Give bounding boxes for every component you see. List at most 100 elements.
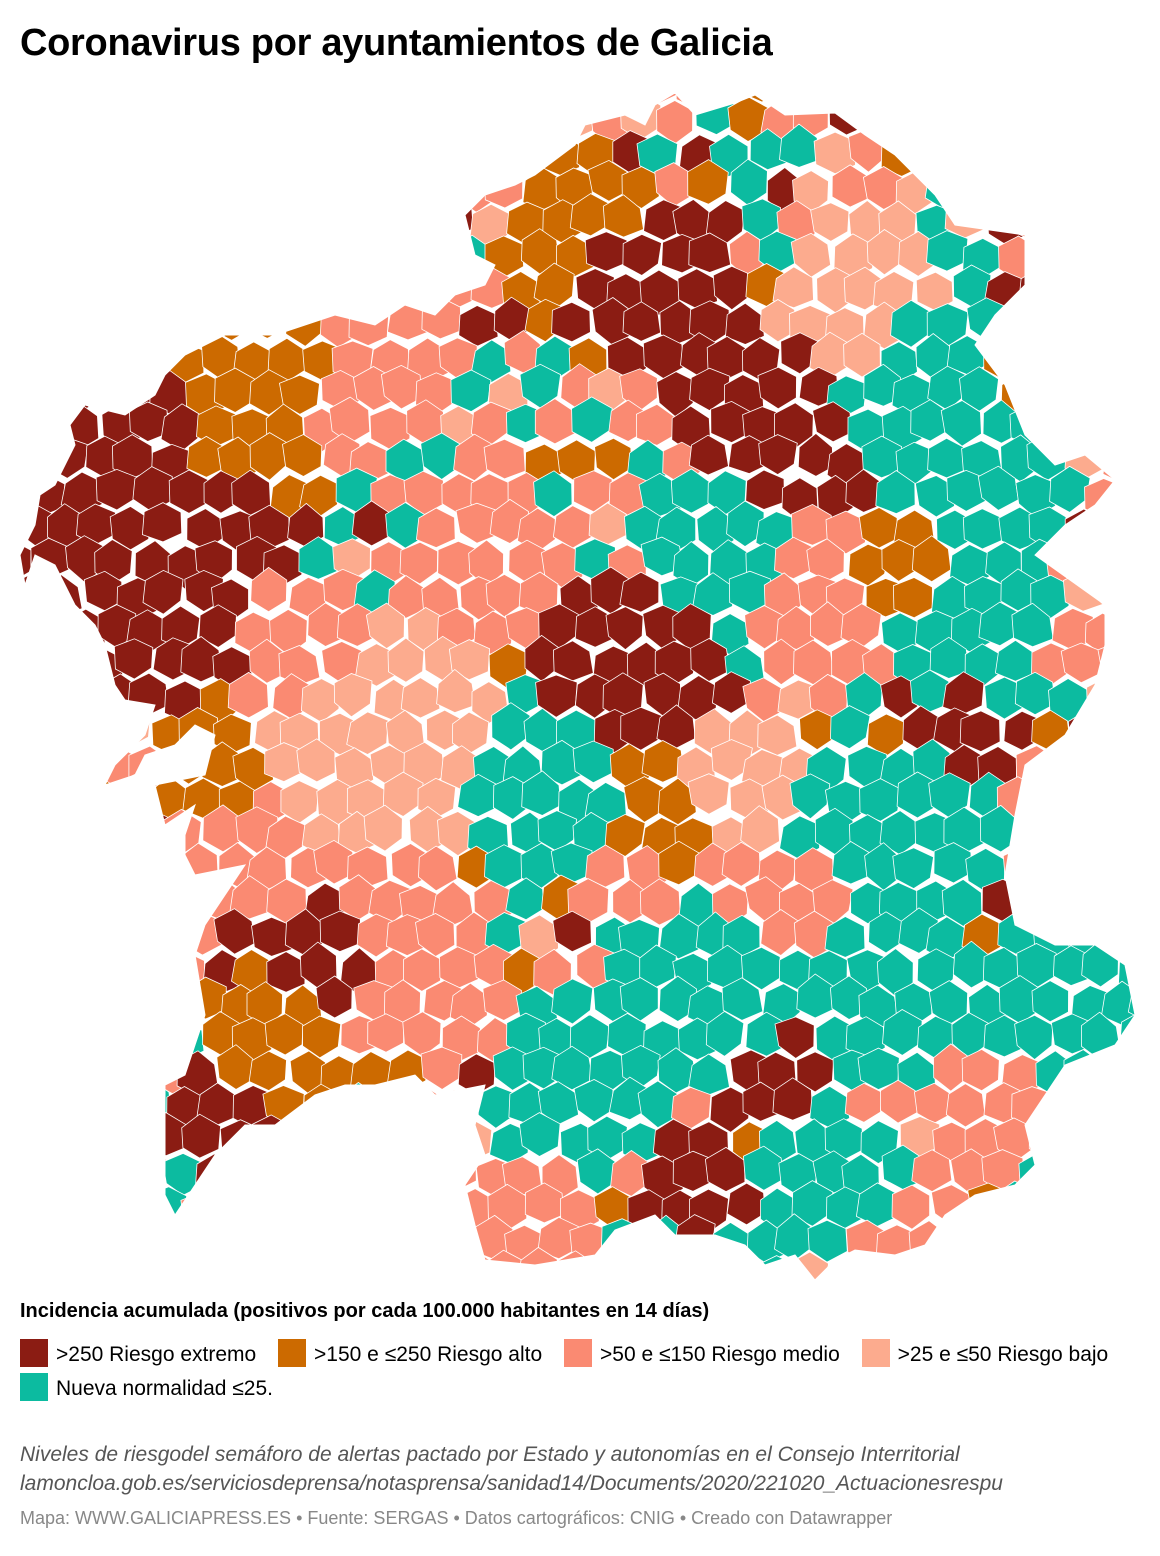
municipality-shape[interactable] xyxy=(45,644,87,686)
municipality-shape[interactable] xyxy=(639,878,681,926)
municipality-shape[interactable] xyxy=(44,1121,84,1165)
municipality-shape[interactable] xyxy=(48,303,90,345)
municipality-shape[interactable] xyxy=(1088,85,1124,109)
municipality-shape[interactable] xyxy=(301,272,342,315)
municipality-shape[interactable] xyxy=(407,129,450,178)
municipality-shape[interactable] xyxy=(78,1045,119,1093)
municipality-shape[interactable] xyxy=(363,804,403,852)
municipality-shape[interactable] xyxy=(15,268,33,309)
municipality-shape[interactable] xyxy=(1100,1181,1139,1225)
municipality-shape[interactable] xyxy=(1049,465,1091,513)
municipality-shape[interactable] xyxy=(232,132,273,182)
municipality-shape[interactable] xyxy=(741,85,782,103)
municipality-shape[interactable] xyxy=(15,1082,34,1129)
municipality-shape[interactable] xyxy=(626,1255,667,1295)
municipality-shape[interactable] xyxy=(484,101,526,143)
municipality-shape[interactable] xyxy=(779,85,819,104)
municipality-shape[interactable] xyxy=(262,85,301,104)
municipality-shape[interactable] xyxy=(944,193,986,239)
municipality-shape[interactable] xyxy=(260,132,300,178)
municipality-shape[interactable] xyxy=(333,268,375,313)
municipality-shape[interactable] xyxy=(527,95,563,141)
municipality-shape[interactable] xyxy=(620,706,663,751)
municipality-shape[interactable] xyxy=(417,163,456,209)
municipality-shape[interactable] xyxy=(42,980,82,1026)
municipality-shape[interactable] xyxy=(313,839,355,885)
municipality-shape[interactable] xyxy=(314,1183,355,1231)
municipality-shape[interactable] xyxy=(448,98,488,139)
municipality-shape[interactable] xyxy=(41,709,83,758)
municipality-shape[interactable] xyxy=(1000,568,1038,612)
municipality-shape[interactable] xyxy=(1086,676,1126,719)
municipality-shape[interactable] xyxy=(15,875,37,921)
municipality-shape[interactable] xyxy=(388,166,430,209)
municipality-shape[interactable] xyxy=(961,1048,1000,1092)
municipality-shape[interactable] xyxy=(15,98,46,139)
municipality-shape[interactable] xyxy=(61,85,100,108)
municipality-shape[interactable] xyxy=(40,1250,82,1293)
municipality-shape[interactable] xyxy=(572,740,614,784)
municipality-shape[interactable] xyxy=(216,1044,255,1090)
municipality-shape[interactable] xyxy=(165,129,207,171)
municipality-shape[interactable] xyxy=(315,1246,358,1291)
municipality-shape[interactable] xyxy=(1101,169,1143,214)
municipality-shape[interactable] xyxy=(268,266,309,313)
municipality-shape[interactable] xyxy=(144,231,185,272)
municipality-shape[interactable] xyxy=(933,97,974,143)
municipality-shape[interactable] xyxy=(110,163,149,206)
municipality-shape[interactable] xyxy=(1098,708,1139,750)
municipality-shape[interactable] xyxy=(95,1019,136,1063)
municipality-shape[interactable] xyxy=(219,1119,262,1164)
municipality-shape[interactable] xyxy=(1098,1046,1136,1092)
municipality-shape[interactable] xyxy=(1044,812,1085,856)
municipality-shape[interactable] xyxy=(916,85,956,114)
municipality-shape[interactable] xyxy=(64,337,105,381)
municipality-shape[interactable] xyxy=(382,95,422,142)
municipality-shape[interactable] xyxy=(15,708,51,753)
municipality-shape[interactable] xyxy=(1137,505,1146,551)
footer-tool[interactable]: Creado con Datawrapper xyxy=(691,1508,893,1528)
municipality-shape[interactable] xyxy=(19,369,57,410)
municipality-shape[interactable] xyxy=(246,98,287,143)
municipality-shape[interactable] xyxy=(1016,808,1057,852)
municipality-shape[interactable] xyxy=(380,364,423,410)
municipality-shape[interactable] xyxy=(229,875,271,920)
municipality-shape[interactable] xyxy=(359,1252,398,1296)
municipality-shape[interactable] xyxy=(1065,779,1107,823)
note-source-link[interactable]: lamoncloa.gob.es/serviciosdeprensa/notas… xyxy=(20,1472,1003,1495)
municipality-shape[interactable] xyxy=(315,236,355,279)
municipality-shape[interactable] xyxy=(18,301,54,341)
municipality-shape[interactable] xyxy=(602,194,644,238)
municipality-shape[interactable] xyxy=(126,260,168,308)
municipality-shape[interactable] xyxy=(418,845,458,892)
municipality-shape[interactable] xyxy=(15,1122,53,1164)
municipality-shape[interactable] xyxy=(1104,295,1142,339)
municipality-shape[interactable] xyxy=(916,137,957,181)
municipality-shape[interactable] xyxy=(1083,270,1125,312)
municipality-shape[interactable] xyxy=(1052,1081,1092,1127)
municipality-shape[interactable] xyxy=(15,705,23,751)
municipality-shape[interactable] xyxy=(166,265,205,309)
municipality-shape[interactable] xyxy=(150,1254,192,1295)
municipality-shape[interactable] xyxy=(1035,838,1078,885)
municipality-shape[interactable] xyxy=(279,374,320,415)
municipality-shape[interactable] xyxy=(828,95,867,136)
municipality-shape[interactable] xyxy=(1123,809,1145,853)
municipality-shape[interactable] xyxy=(635,403,675,446)
municipality-shape[interactable] xyxy=(433,263,477,310)
municipality-shape[interactable] xyxy=(355,163,397,209)
municipality-shape[interactable] xyxy=(993,1253,1035,1296)
municipality-shape[interactable] xyxy=(213,908,256,955)
municipality-shape[interactable] xyxy=(215,97,257,143)
municipality-shape[interactable] xyxy=(874,85,913,107)
municipality-shape[interactable] xyxy=(926,230,969,272)
municipality-shape[interactable] xyxy=(594,437,633,481)
municipality-shape[interactable] xyxy=(1062,299,1102,344)
municipality-shape[interactable] xyxy=(346,711,389,755)
municipality-shape[interactable] xyxy=(284,1255,321,1296)
municipality-shape[interactable] xyxy=(416,102,457,145)
municipality-shape[interactable] xyxy=(15,675,34,722)
municipality-shape[interactable] xyxy=(96,198,137,240)
municipality-shape[interactable] xyxy=(82,303,121,351)
municipality-shape[interactable] xyxy=(283,1110,326,1160)
